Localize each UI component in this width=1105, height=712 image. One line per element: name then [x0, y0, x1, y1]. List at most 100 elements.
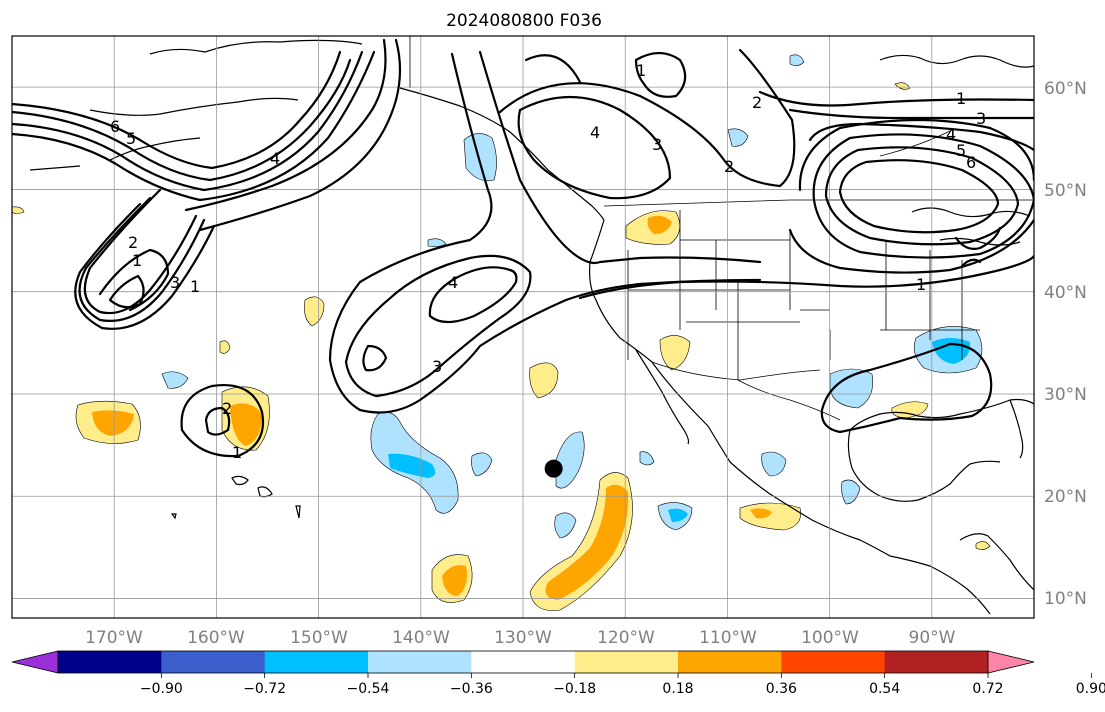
- positive-anomaly-region: [12, 206, 25, 214]
- contour-label: 3: [170, 273, 180, 292]
- contour-label: 3: [976, 109, 986, 128]
- positive-anomaly-region: [529, 362, 559, 399]
- colorbar-extend-min: [11, 650, 59, 674]
- negative-anomaly-region: [727, 128, 749, 147]
- contour-line: [758, 90, 1034, 107]
- colorbar-tick-label: −0.90: [140, 681, 183, 697]
- positive-anomaly-region: [659, 335, 691, 371]
- contour-line: [428, 266, 518, 324]
- positive-anomaly-core: [230, 403, 262, 446]
- colorbar-segment: [678, 651, 782, 673]
- positive-anomaly-region: [219, 340, 231, 354]
- negative-anomaly-region: [463, 133, 497, 182]
- colorbar-tick-label: 0.36: [766, 681, 797, 697]
- positive-anomaly-region: [894, 82, 911, 90]
- negative-anomaly-core: [668, 508, 688, 522]
- anomaly-fills: [12, 54, 991, 611]
- contour-line: [478, 50, 762, 265]
- negative-anomaly-region: [471, 452, 493, 477]
- contour-labels: 6 5 4 1 4 3 2 2 1 3 4 5 6 1 4 3 2 1 3 1 …: [110, 61, 986, 462]
- colorbar: [11, 650, 1035, 674]
- lat-label-50n: 50°N: [1044, 181, 1087, 201]
- location-marker: [544, 459, 563, 478]
- contour-label: 1: [916, 275, 926, 294]
- contour-label: 4: [946, 125, 956, 144]
- contour-line: [328, 52, 762, 414]
- lat-label-60n: 60°N: [1044, 79, 1087, 99]
- colorbar-segment: [264, 651, 369, 673]
- negative-anomaly-core: [388, 453, 436, 478]
- lon-label-100w: 100°W: [801, 628, 859, 648]
- lon-label-130w: 130°W: [494, 628, 552, 648]
- colorbar-tick-labels: −0.90 −0.72 −0.54 −0.36 −0.18 0.18 0.36 0.54 0.7…: [140, 673, 1105, 697]
- contour-line: [498, 48, 796, 188]
- contour-line: [344, 254, 532, 398]
- lon-label-120w: 120°W: [597, 628, 655, 648]
- negative-anomaly-region: [639, 451, 655, 466]
- contour-label: 2: [724, 157, 734, 176]
- colorbar-extend-max: [987, 650, 1035, 674]
- positive-anomaly-core: [750, 508, 772, 519]
- positive-anomaly-core: [442, 565, 467, 596]
- contour-line: [12, 58, 352, 182]
- colorbar-segment: [58, 651, 162, 673]
- colorbar-segment: [781, 651, 886, 673]
- positive-anomaly-core: [92, 410, 134, 436]
- negative-anomaly-region: [427, 238, 447, 247]
- negative-anomaly-region: [841, 479, 861, 505]
- positive-anomaly-core: [647, 215, 672, 234]
- colorbar-segment: [471, 651, 576, 673]
- lat-label-20n: 20°N: [1044, 487, 1087, 507]
- contour-label: 2: [128, 233, 138, 252]
- contour-line: [634, 51, 687, 98]
- contour-line: [820, 342, 993, 434]
- colorbar-tick-label: 0.54: [869, 681, 900, 697]
- contour-label: 2: [752, 93, 762, 112]
- contour-label: 4: [448, 273, 458, 292]
- graticule: [12, 36, 1034, 618]
- contour-label: 5: [956, 141, 966, 160]
- contour-label: 1: [232, 443, 242, 462]
- lat-label-10n: 10°N: [1044, 589, 1087, 609]
- colorbar-tick-label: 0.18: [662, 681, 693, 697]
- contour-line: [180, 384, 265, 458]
- contour-line: [12, 50, 342, 170]
- lon-label-140w: 140°W: [392, 628, 450, 648]
- contour-line: [12, 50, 364, 192]
- positive-anomaly-region: [975, 541, 991, 550]
- contour-label: 5: [126, 129, 136, 148]
- colorbar-tick-label: −0.18: [553, 681, 596, 697]
- colorbar-segment: [884, 651, 989, 673]
- contour-line: [108, 274, 145, 309]
- colorbar-segment: [368, 651, 472, 673]
- latitude-labels: 60°N 50°N 40°N 30°N 20°N 10°N: [1044, 79, 1087, 609]
- contour-label: 1: [190, 277, 200, 296]
- map-title: 2024080800 F036: [446, 11, 602, 31]
- contour-label: 1: [956, 89, 966, 108]
- contour-line: [578, 254, 1034, 300]
- contour-line: [74, 202, 216, 330]
- contour-line: [788, 218, 1034, 274]
- contour-label: 3: [652, 135, 662, 154]
- colorbar-tick-label: 0.72: [972, 681, 1003, 697]
- colorbar-tick-label: −0.54: [347, 681, 390, 697]
- lat-label-30n: 30°N: [1044, 385, 1087, 405]
- colorbar-tick-label: 0.90: [1076, 681, 1105, 697]
- negative-anomaly-region: [555, 431, 585, 489]
- contour-line: [204, 406, 231, 436]
- contour-label: 1: [132, 251, 142, 270]
- contour-line: [838, 159, 1000, 234]
- contour-label: 6: [966, 153, 976, 172]
- contour-line: [954, 226, 1002, 268]
- contour-line: [824, 146, 1020, 246]
- contours: [12, 38, 1034, 458]
- longitude-labels: 170°W 160°W 150°W 140°W 130°W 120°W 110°…: [85, 628, 956, 648]
- political-borders: [409, 36, 1034, 421]
- contour-line: [78, 196, 206, 322]
- lon-label-110w: 110°W: [699, 628, 757, 648]
- colorbar-tick-label: −0.72: [243, 681, 286, 697]
- contour-line: [184, 38, 387, 212]
- contour-line: [98, 248, 170, 312]
- coastlines: [29, 39, 1034, 615]
